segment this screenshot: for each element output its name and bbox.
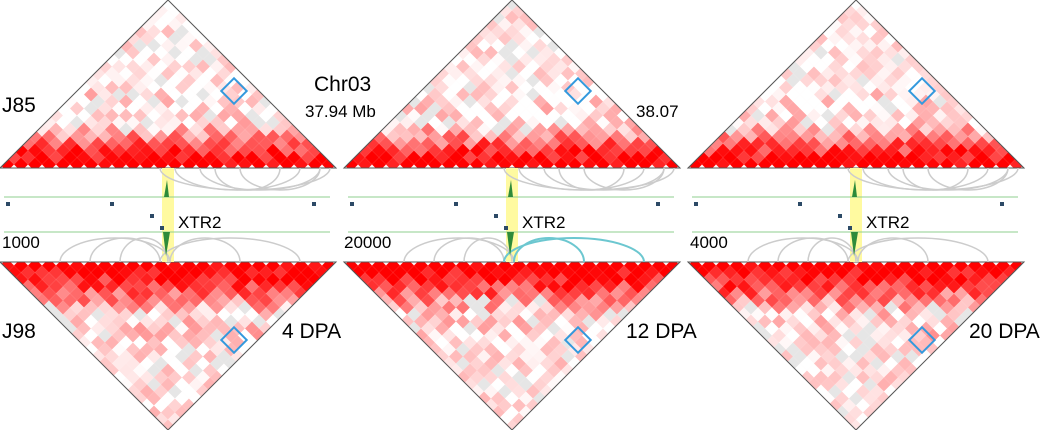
top-heatmap [688,0,1024,168]
gene-label: XTR2 [522,213,566,232]
loop-arc [558,167,625,191]
highlight-box [907,76,937,106]
loop-arc [89,237,161,263]
loop-arc [518,167,645,191]
gene-glyph [110,202,114,206]
loop-arc [214,167,281,191]
bottom-heatmap [688,262,1024,430]
bottom-heatmap [0,262,336,430]
loop-arc [159,237,301,263]
loop-arc [543,167,665,191]
gene-glyph [6,202,10,206]
top-heatmap [344,0,680,168]
loop-arc [59,237,171,263]
scale-label: 4000 [690,233,728,252]
stage-label: 4 DPA [282,320,342,343]
signal-peak-bottom [851,232,858,256]
stage-label: 12 DPA [626,320,697,343]
panel-1 [0,0,338,430]
scale-label: 20000 [344,233,392,252]
gene-glyph [694,202,698,206]
gene-label: XTR2 [178,213,222,232]
signal-peak-top [164,180,169,197]
loop-arc [857,237,929,263]
highlight-box [219,76,249,106]
gene-glyph [848,226,852,230]
chromosome-label: Chr03 [314,73,372,96]
bottom-heatmap [344,262,680,430]
panel-2 [342,0,682,430]
loop-arc [513,237,585,263]
loop-arc [927,167,1009,191]
loop-arc [503,237,645,263]
start-coordinate-label: 37.94 Mb [305,102,376,121]
signal-peak-top [852,180,857,197]
stage-label: 20 DPA [969,320,1040,343]
signal-peak-bottom [507,232,514,256]
loop-arc [847,237,989,263]
loop-arc [199,167,321,191]
loop-arc [169,237,241,263]
highlight-box [219,325,249,355]
highlight-box [563,76,593,106]
loop-arc [403,237,515,263]
loop-arc [747,237,859,263]
gene-glyph [150,214,154,218]
highlight-box [907,325,937,355]
loop-arc [433,237,505,263]
loop-arc [887,167,1009,191]
gene-glyph [798,202,802,206]
bottom-sample-label: J98 [2,320,36,343]
gene-glyph [838,214,842,218]
top-heatmap [0,0,336,168]
loop-arc [902,167,969,191]
loop-arc [583,167,665,191]
top-sample-label: J85 [2,94,36,117]
highlight-box [563,325,593,355]
gene-glyph [312,202,316,206]
loop-arc [174,167,301,191]
end-coordinate-label: 38.07 [636,102,679,121]
loop-arc [777,237,849,263]
gene-glyph [1000,202,1004,206]
gene-glyph [656,202,660,206]
loop-arc [239,167,321,191]
gene-glyph [350,202,354,206]
signal-peak-bottom [163,232,170,256]
gene-glyph [494,214,498,218]
gene-glyph [454,202,458,206]
loop-arc [862,167,989,191]
signal-peak-top [508,180,513,197]
panel-3 [686,0,1026,430]
gene-label: XTR2 [866,213,910,232]
gene-glyph [160,226,164,230]
gene-glyph [504,226,508,230]
scale-label: 1000 [2,233,40,252]
